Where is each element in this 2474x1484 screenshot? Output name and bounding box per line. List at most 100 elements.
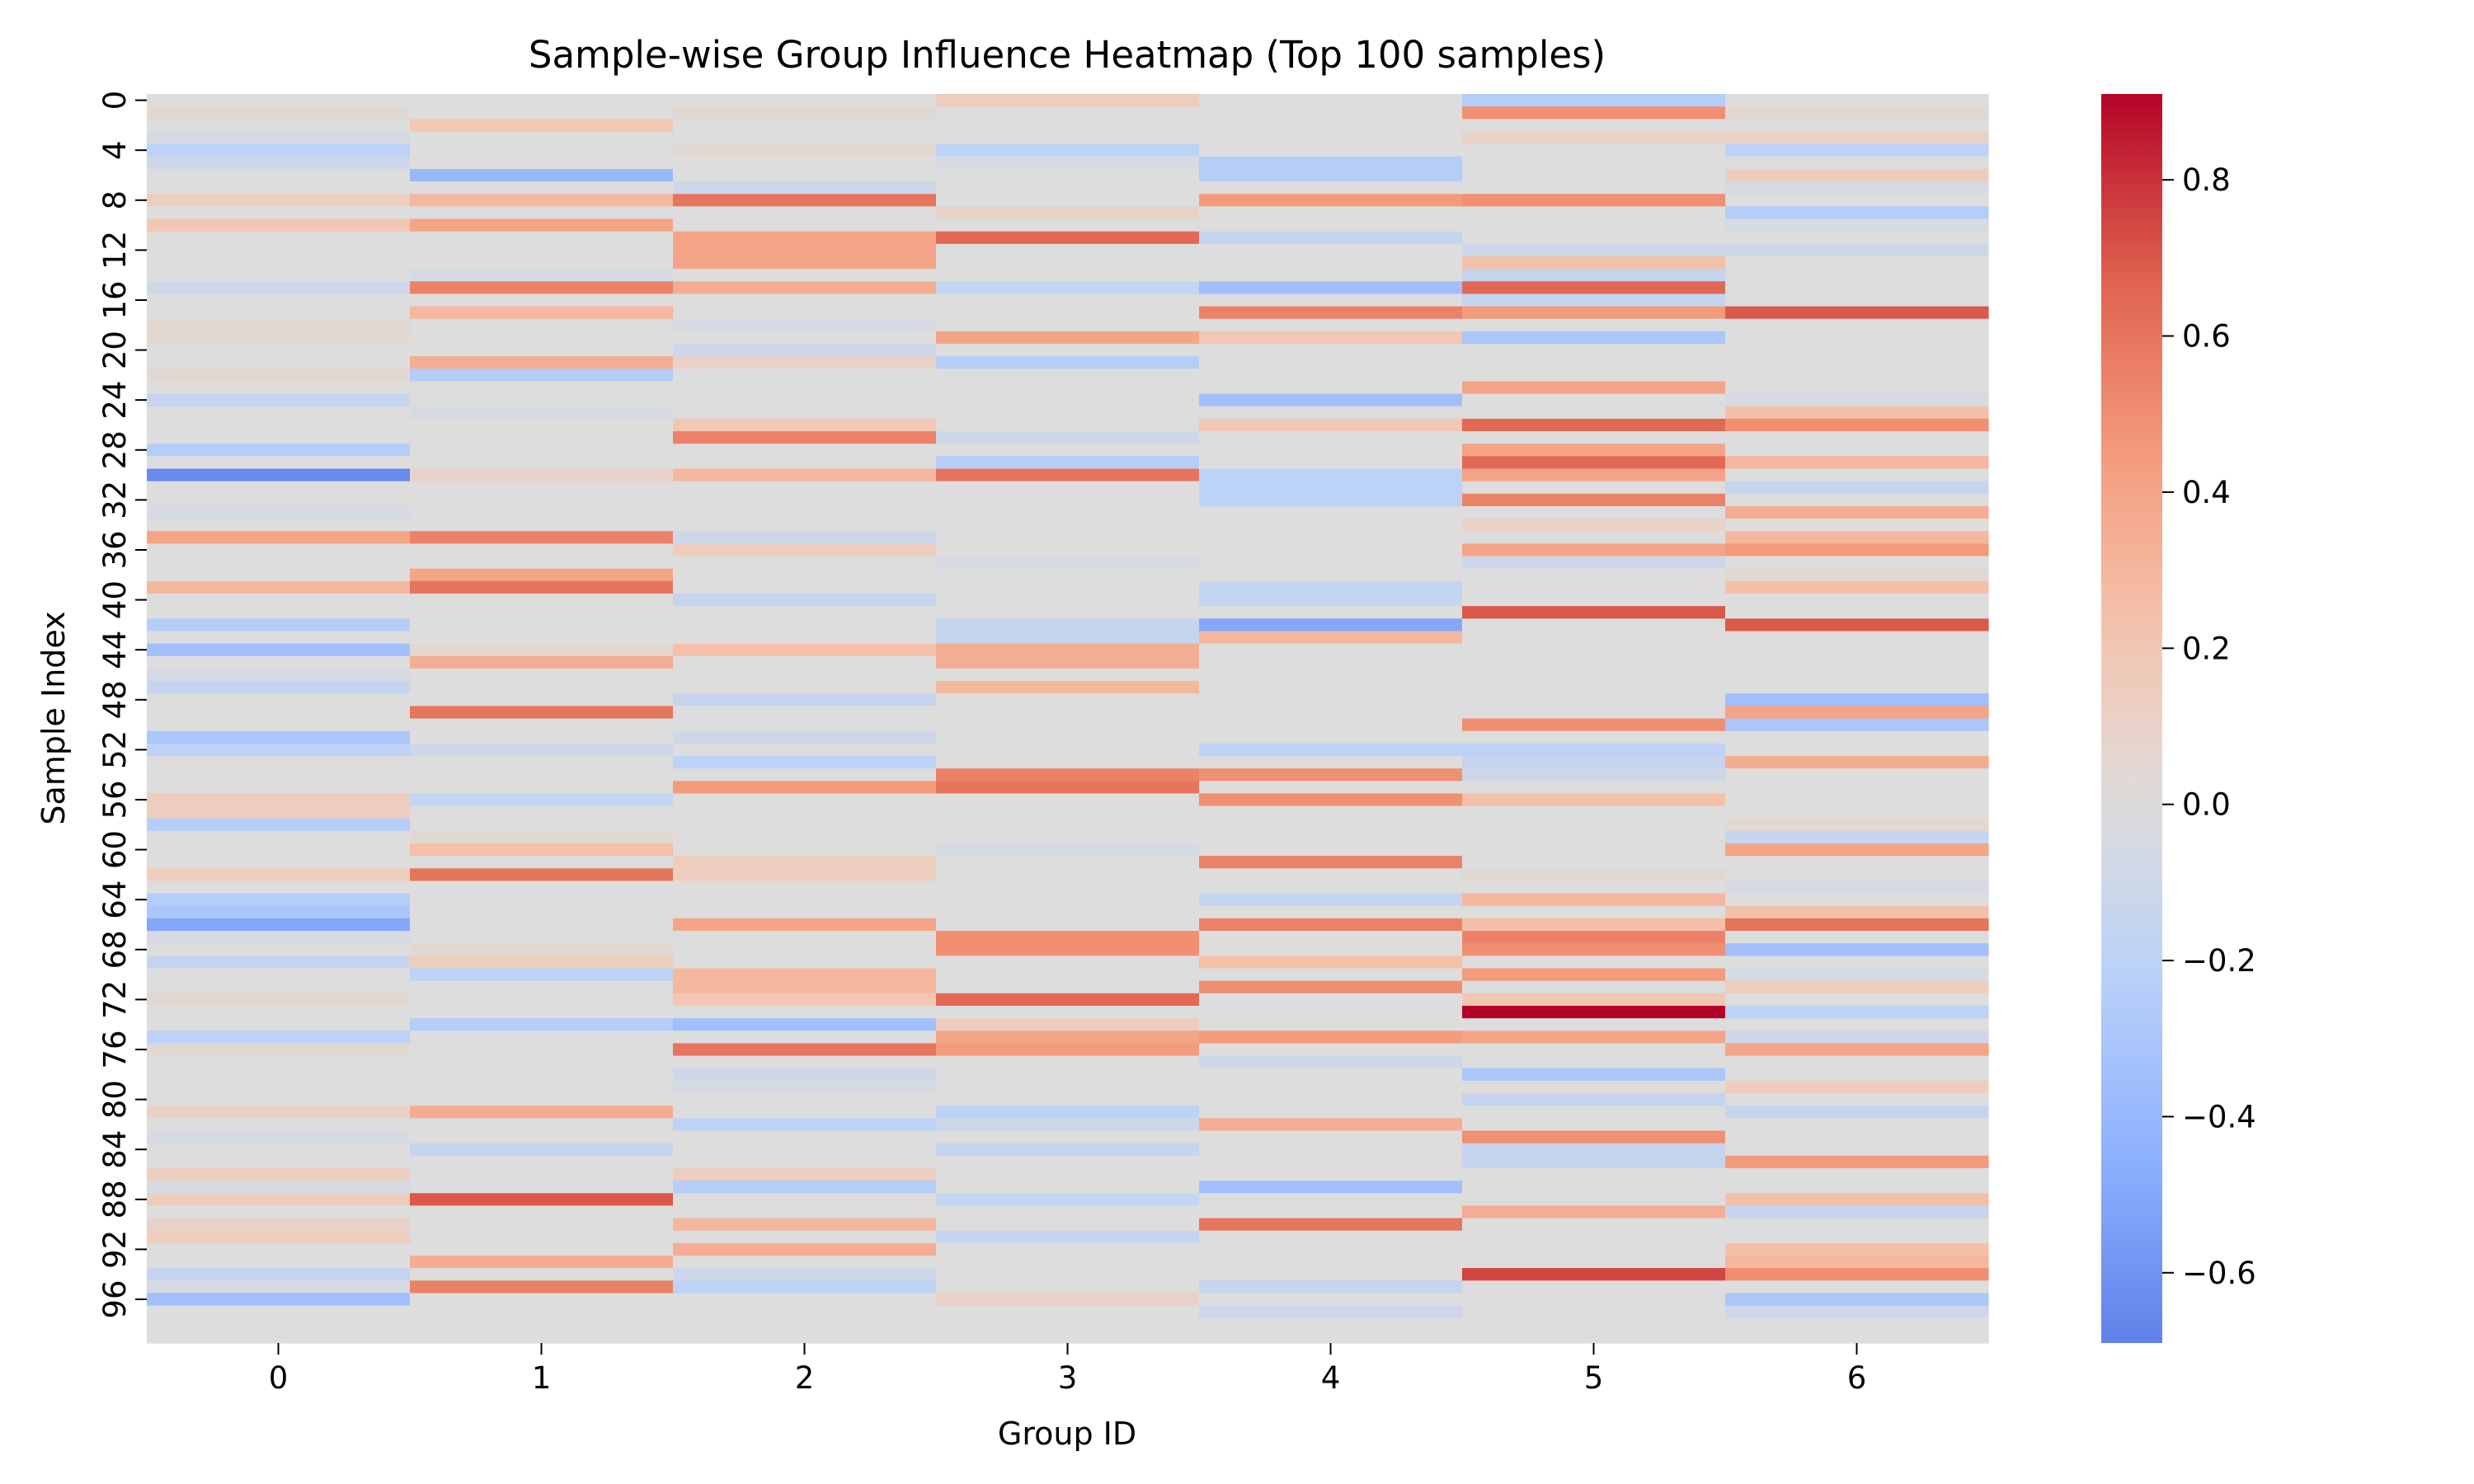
heatmap-cell xyxy=(147,1031,411,1044)
heatmap-cell xyxy=(410,606,674,619)
heatmap-cell xyxy=(673,1268,937,1281)
heatmap-cell xyxy=(1199,1005,1463,1019)
heatmap-cell xyxy=(673,1031,937,1044)
heatmap-cell xyxy=(410,444,674,457)
heatmap-cell xyxy=(1199,931,1463,944)
heatmap-cell xyxy=(936,318,1200,332)
heatmap-cell xyxy=(1462,1268,1726,1281)
heatmap-cell xyxy=(1462,768,1726,782)
y-tick-label: 52 xyxy=(97,730,133,769)
heatmap-cell xyxy=(410,1268,674,1281)
heatmap-cell xyxy=(673,418,937,432)
heatmap-cell xyxy=(1462,256,1726,270)
heatmap-cell xyxy=(410,131,674,145)
y-tick-label: 68 xyxy=(97,930,133,969)
heatmap-cell xyxy=(1199,431,1463,444)
heatmap-cell xyxy=(1199,481,1463,495)
heatmap-cell xyxy=(147,243,411,257)
heatmap-cell xyxy=(1462,431,1726,444)
heatmap-cell xyxy=(1199,231,1463,245)
heatmap-cell xyxy=(936,1093,1200,1106)
heatmap-cell xyxy=(1462,269,1726,282)
heatmap-cell xyxy=(147,231,411,245)
heatmap-cell xyxy=(673,681,937,694)
heatmap-cell xyxy=(1199,568,1463,582)
heatmap-cell xyxy=(673,119,937,133)
heatmap-cell xyxy=(1199,1118,1463,1132)
heatmap-cell xyxy=(1199,194,1463,207)
heatmap-cell xyxy=(410,993,674,1007)
heatmap-cell xyxy=(936,1330,1200,1344)
heatmap-cell xyxy=(673,519,937,532)
heatmap-cell xyxy=(1725,543,1989,557)
heatmap-cell xyxy=(936,1317,1200,1331)
heatmap-cell xyxy=(410,1317,674,1331)
heatmap-cell xyxy=(1462,1330,1726,1344)
y-tick-label: 60 xyxy=(97,830,133,869)
heatmap-cell xyxy=(147,143,411,157)
heatmap-cell xyxy=(936,1031,1200,1044)
heatmap-cell xyxy=(1725,856,1989,869)
heatmap-cell xyxy=(936,94,1200,107)
heatmap-cell xyxy=(147,444,411,457)
heatmap-cell xyxy=(147,1230,411,1244)
heatmap-cell xyxy=(1462,1143,1726,1157)
heatmap-cell xyxy=(147,406,411,420)
heatmap-cell xyxy=(1725,681,1989,694)
heatmap-cell xyxy=(936,1230,1200,1244)
heatmap-cell xyxy=(673,655,937,669)
heatmap-cell xyxy=(1199,1080,1463,1094)
heatmap-cell xyxy=(1199,406,1463,420)
heatmap-cell xyxy=(147,706,411,720)
heatmap-cell xyxy=(410,1130,674,1144)
heatmap-cell xyxy=(147,1280,411,1294)
heatmap-cell xyxy=(410,1293,674,1307)
heatmap-cell xyxy=(410,269,674,282)
heatmap-cell xyxy=(1462,1255,1726,1269)
heatmap-cell xyxy=(1725,693,1989,707)
heatmap-cell xyxy=(1725,1167,1989,1181)
heatmap-cell xyxy=(936,418,1200,432)
heatmap-cell xyxy=(936,1305,1200,1319)
heatmap-cell xyxy=(673,1205,937,1219)
heatmap-cell xyxy=(673,1218,937,1232)
heatmap-cell xyxy=(410,580,674,594)
heatmap-cell xyxy=(1199,781,1463,794)
heatmap-cell xyxy=(936,594,1200,607)
heatmap-cell xyxy=(1725,805,1989,819)
heatmap-cell xyxy=(1462,1106,1726,1119)
heatmap-cell xyxy=(673,468,937,482)
heatmap-cell xyxy=(147,318,411,332)
heatmap-cell xyxy=(1725,706,1989,720)
heatmap-cell xyxy=(1199,830,1463,844)
heatmap-cell xyxy=(410,1055,674,1069)
heatmap-cell xyxy=(1725,580,1989,594)
heatmap-cell xyxy=(1462,218,1726,232)
heatmap-cell xyxy=(936,269,1200,282)
heatmap-cell xyxy=(1462,893,1726,907)
x-tick-label: 1 xyxy=(532,1360,552,1396)
heatmap-cell xyxy=(147,743,411,757)
heatmap-cell xyxy=(1462,918,1726,932)
heatmap-cell xyxy=(147,1317,411,1331)
heatmap-cell xyxy=(410,356,674,369)
heatmap-cell xyxy=(673,1167,937,1181)
heatmap-cell xyxy=(1199,519,1463,532)
heatmap-cell xyxy=(1199,1093,1463,1106)
heatmap-cell xyxy=(410,730,674,744)
heatmap-cell xyxy=(673,218,937,232)
heatmap-cell xyxy=(1725,918,1989,932)
heatmap-cell xyxy=(410,681,674,694)
heatmap-cell xyxy=(147,856,411,869)
heatmap-cell xyxy=(410,818,674,832)
heatmap-cell xyxy=(1199,393,1463,407)
heatmap-cell xyxy=(1199,556,1463,570)
heatmap-cell xyxy=(410,418,674,432)
heatmap-cell xyxy=(1725,993,1989,1007)
heatmap-cell xyxy=(936,519,1200,532)
heatmap-cell xyxy=(410,318,674,332)
heatmap-cell xyxy=(673,381,937,395)
heatmap-cell xyxy=(1725,344,1989,357)
heatmap-cell xyxy=(410,1005,674,1019)
